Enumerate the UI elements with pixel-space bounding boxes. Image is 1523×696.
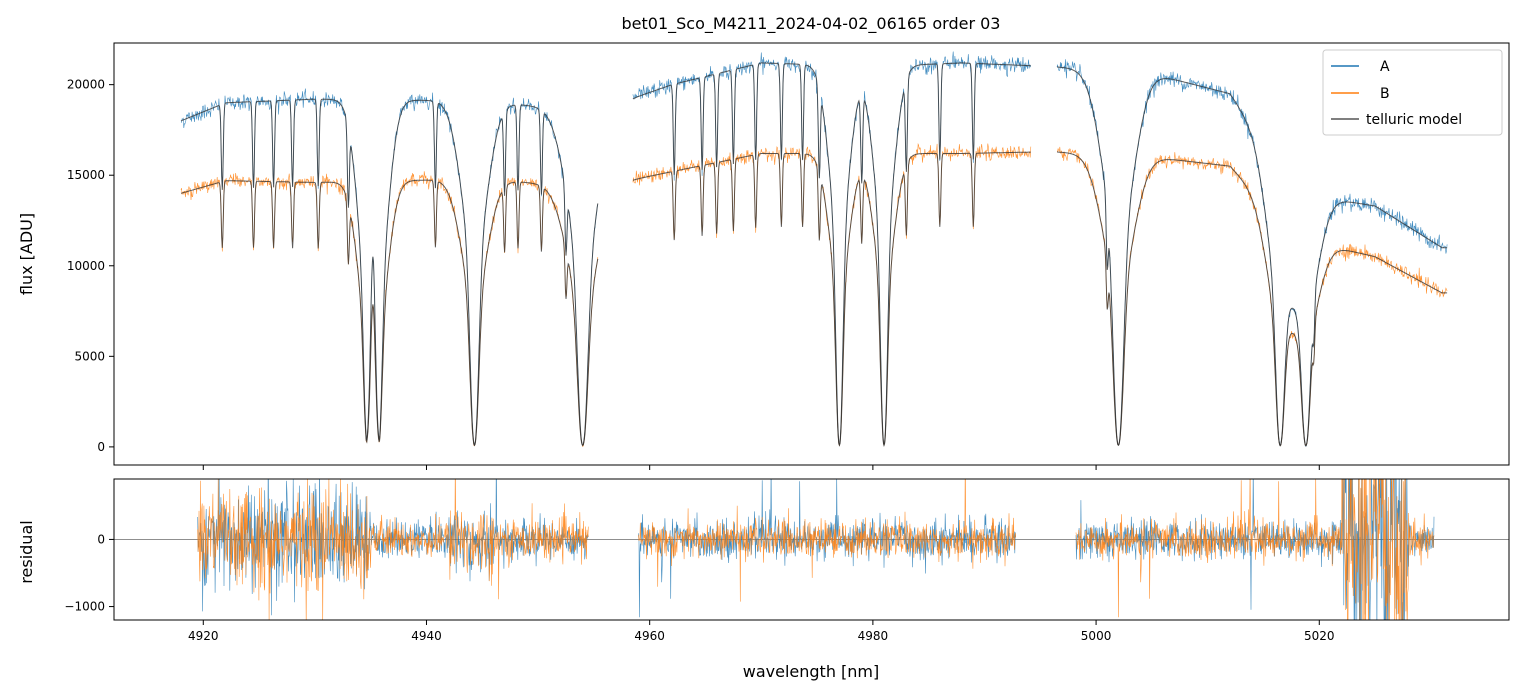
wavelength-tick-label: 5000: [1081, 629, 1112, 643]
telluric-model-line-a: [180, 62, 1448, 447]
flux-panel-frame: [113, 42, 1510, 466]
residual-y-tick-label: −1000: [64, 600, 105, 614]
residual-y-tick-label: 0: [97, 532, 105, 546]
series-b-residual-line: [197, 479, 1435, 620]
wavelength-tick-label: 5020: [1304, 629, 1335, 643]
flux-y-tick-label: 20000: [67, 78, 105, 92]
wavelength-tick-label: 4960: [634, 629, 665, 643]
legend-label-b: B: [1380, 86, 1390, 102]
flux-axis-label: flux [ADU]: [17, 213, 36, 295]
residual-plot-area: [114, 479, 1509, 620]
residual-y-ticks: −1000 0: [64, 532, 114, 614]
flux-panel: 0 5000 10000 15000 20000 flux [ADU] A B tell…: [17, 42, 1510, 470]
flux-y-tick-label: 15000: [67, 168, 105, 182]
wavelength-tick-label: 4980: [858, 629, 889, 643]
legend-label-a: A: [1380, 59, 1390, 75]
flux-y-tick-label: 10000: [67, 259, 105, 273]
flux-x-ticks: [202, 465, 1320, 470]
residual-x-ticks: 4920 4940 4960 4980 5000 5020: [188, 620, 1335, 643]
wavelength-tick-label: 4940: [411, 629, 442, 643]
wavelength-tick-label: 4920: [188, 629, 219, 643]
telluric-model-line-b: [180, 151, 1448, 447]
residual-axis-label: residual: [17, 520, 36, 583]
flux-y-ticks: 0 5000 10000 15000 20000: [67, 78, 114, 454]
flux-y-tick-label: 0: [97, 440, 105, 454]
flux-plot-area: [180, 51, 1448, 448]
legend: A B telluric model: [1322, 49, 1503, 136]
legend-box: [1322, 49, 1503, 136]
residual-panel-frame: [113, 478, 1510, 621]
flux-y-tick-label: 5000: [74, 349, 105, 363]
wavelength-axis-label: wavelength [nm]: [743, 662, 880, 681]
legend-label-telluric-model: telluric model: [1366, 112, 1462, 128]
chart-title: bet01_Sco_M4211_2024-04-02_06165 order 0…: [622, 14, 1001, 34]
residual-panel: −1000 0 4920 4940 4960 4980 5000 5020 residual…: [17, 478, 1510, 681]
